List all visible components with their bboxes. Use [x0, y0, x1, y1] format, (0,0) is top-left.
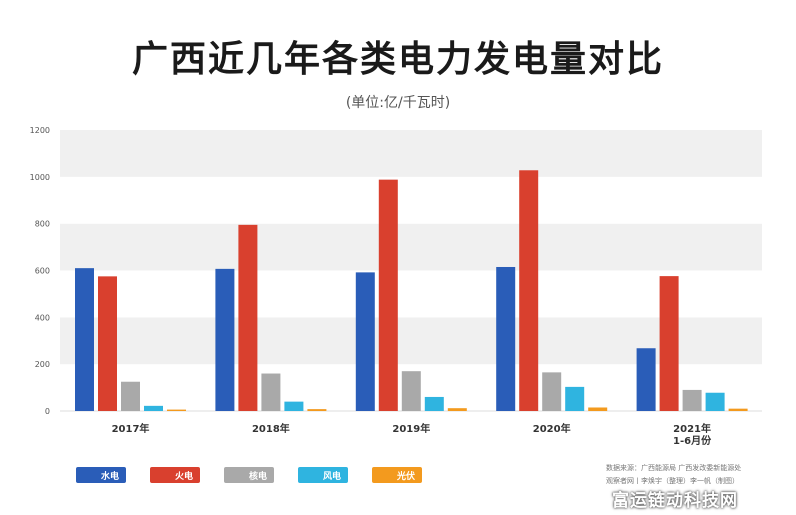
- bar: [659, 276, 679, 411]
- bar: [98, 276, 117, 411]
- bar: [705, 392, 725, 411]
- bar: [144, 405, 163, 411]
- y-tick-label: 1000: [30, 173, 50, 182]
- legend-swatch: [298, 467, 348, 483]
- bar: [565, 386, 585, 411]
- legend-swatch: [76, 467, 126, 483]
- y-tick-label: 200: [35, 360, 50, 369]
- bar: [215, 268, 235, 411]
- bars: [75, 170, 748, 411]
- x-tick-label: 2021年 1-6月份: [673, 422, 712, 447]
- grid-band: [60, 130, 762, 177]
- y-tick-label: 800: [35, 220, 50, 229]
- y-tick-label: 600: [35, 267, 50, 276]
- x-tick-label-line: 1-6月份: [673, 434, 712, 447]
- y-tick-label: 0: [45, 407, 50, 416]
- bar: [424, 396, 444, 411]
- bar: [238, 224, 258, 411]
- legend-swatch: [150, 467, 200, 483]
- legend-swatch: [372, 467, 422, 483]
- x-tick-label: 2017年: [112, 422, 150, 435]
- bar: [284, 401, 304, 411]
- bar: [496, 266, 516, 411]
- grid-band: [60, 223, 762, 271]
- grid-band: [60, 270, 762, 318]
- x-axis-labels: 2017年 2018年 2019年 2020年 2021年 1-6月份: [112, 422, 713, 447]
- bar: [728, 408, 748, 411]
- bar: [401, 371, 421, 411]
- bar: [75, 268, 94, 411]
- legend-label: 火电: [175, 470, 193, 482]
- y-tick-label: 1200: [30, 126, 50, 135]
- legend-swatch: [224, 467, 274, 483]
- source-note: 数据来源：广西能源局 广西发改委新能源处 观察者网丨李焕宇（整理）李一帆（制图）: [606, 462, 741, 488]
- legend-label: 水电: [101, 470, 119, 482]
- legend-label: 光伏: [396, 470, 415, 482]
- bar: [542, 372, 562, 411]
- watermark: 富运链动科技网: [612, 491, 738, 511]
- x-tick-label-line: 2021年: [673, 422, 711, 435]
- bar: [355, 272, 375, 411]
- bar: [167, 409, 186, 411]
- chart-title: 广西近几年各类电力发电量对比: [131, 39, 664, 80]
- bar: [447, 408, 467, 411]
- bar: [519, 170, 539, 411]
- bar: [682, 389, 702, 411]
- x-tick-label: 2019年: [392, 422, 430, 435]
- y-axis-ticks: 0 200 400 600 800 1000 1200: [30, 126, 50, 416]
- x-tick-label: 2020年: [533, 422, 571, 435]
- x-tick-label-line: 2019年: [392, 422, 430, 435]
- bar: [121, 381, 140, 411]
- source-line-1: 数据来源：广西能源局 广西发改委新能源处: [606, 464, 742, 472]
- grid-band: [60, 176, 762, 224]
- y-tick-label: 400: [35, 313, 50, 322]
- bar: [378, 179, 398, 411]
- legend-label: 风电: [323, 470, 341, 482]
- bar: [636, 348, 656, 411]
- x-tick-label-line: 2017年: [112, 422, 150, 435]
- x-tick-label-line: 2018年: [252, 422, 290, 435]
- grid-band: [60, 317, 762, 365]
- source-line-2: 观察者网丨李焕宇（整理）李一帆（制图）: [606, 477, 739, 485]
- bar: [588, 407, 608, 411]
- chart-subtitle: (单位:亿/千瓦时): [345, 95, 451, 111]
- bar: [307, 409, 327, 411]
- bar: [261, 373, 281, 411]
- x-tick-label-line: 2020年: [533, 422, 571, 435]
- legend: 水电 火电 核电 风电 光伏: [76, 467, 422, 483]
- legend-label: 核电: [249, 470, 267, 482]
- background-bands: [60, 130, 762, 412]
- x-tick-label: 2018年: [252, 422, 290, 435]
